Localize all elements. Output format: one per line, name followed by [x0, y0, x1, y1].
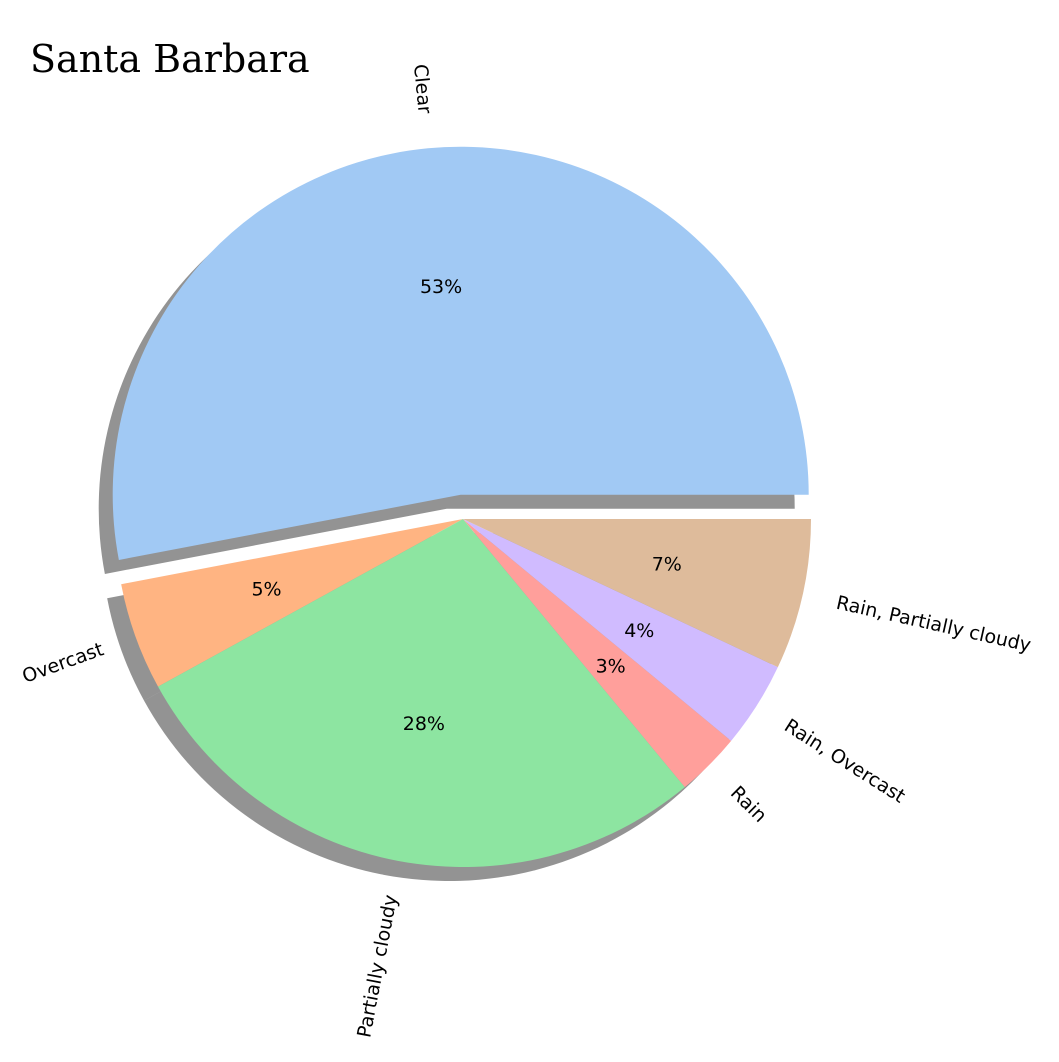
pct-label-rain-partially-cloudy: 7% [652, 554, 682, 576]
percentage-labels: 53% 5% 28% 3% 4% 7% [251, 276, 681, 735]
pct-label-partially-cloudy: 28% [403, 713, 445, 735]
category-label-rain-partially-cloudy: Rain, Partially cloudy [834, 592, 1033, 657]
slice-overcast [121, 519, 464, 687]
category-label-rain-overcast: Rain, Overcast [780, 715, 909, 808]
slice-rain [463, 519, 732, 788]
slice-partially-cloudy [158, 519, 685, 867]
category-label-rain: Rain [726, 782, 771, 827]
pct-label-rain: 3% [596, 656, 626, 678]
category-label-clear: Clear [409, 63, 436, 115]
pct-label-rain-overcast: 4% [624, 620, 654, 642]
slice-clear [112, 146, 809, 560]
category-label-overcast: Overcast [19, 638, 106, 687]
pct-label-overcast: 5% [251, 579, 281, 601]
chart-title: Santa Barbara [30, 37, 310, 81]
pie-slices [112, 146, 811, 867]
category-label-partially-cloudy: Partially cloudy [353, 893, 402, 1040]
pct-label-clear: 53% [420, 276, 462, 298]
slice-rain-overcast [463, 519, 778, 741]
slice-rain-partially-cloudy [463, 519, 811, 668]
